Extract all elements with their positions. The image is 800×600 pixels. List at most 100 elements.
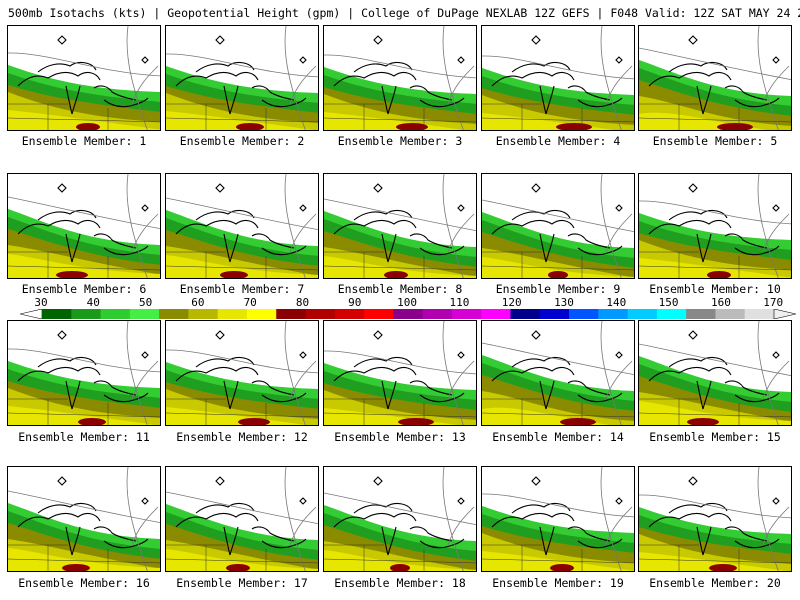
ensemble-panel-3 xyxy=(323,25,477,131)
colorbar xyxy=(20,309,796,319)
jet-max xyxy=(238,418,270,425)
map-panel-graphic xyxy=(639,467,791,571)
colorbar-tick-label: 130 xyxy=(554,296,574,309)
map-panel-graphic xyxy=(166,321,318,425)
colorbar-swatch xyxy=(305,309,336,319)
height-contours xyxy=(639,321,791,425)
ensemble-panel-caption: Ensemble Member: 15 xyxy=(649,430,781,444)
colorbar-tick-label: 160 xyxy=(710,296,731,309)
state-borders xyxy=(482,544,634,571)
colorbar-tick-label: 80 xyxy=(295,296,310,309)
map-panel-graphic xyxy=(324,26,476,130)
height-contours xyxy=(324,26,476,130)
map-panel-graphic xyxy=(639,26,791,130)
colorbar-swatch xyxy=(422,309,453,319)
map-panel-graphic xyxy=(324,467,476,571)
height-contours xyxy=(639,174,791,278)
colorbar-swatch xyxy=(188,309,219,319)
colorbar-swatch xyxy=(686,309,716,319)
map-panel-graphic xyxy=(482,26,634,130)
state-borders xyxy=(324,103,476,130)
state-borders xyxy=(324,398,476,425)
jet-max xyxy=(687,418,719,425)
map-panel-graphic xyxy=(8,467,160,571)
ensemble-panel-caption: Ensemble Member: 13 xyxy=(334,430,466,444)
height-contours xyxy=(8,321,160,425)
ensemble-panel-5 xyxy=(638,25,792,131)
ensemble-panel-caption: Ensemble Member: 18 xyxy=(334,576,466,590)
ensemble-panel-caption: Ensemble Member: 11 xyxy=(18,430,150,444)
colorbar-swatch xyxy=(42,309,72,319)
wind-band-70 xyxy=(639,401,791,425)
ensemble-panel-14 xyxy=(481,320,635,426)
wind-band-70 xyxy=(8,548,160,571)
coastlines xyxy=(333,183,465,263)
colorbar-swatch xyxy=(481,309,511,319)
ensemble-panel-20 xyxy=(638,466,792,572)
colorbar-swatch xyxy=(715,309,746,319)
height-contours xyxy=(324,321,476,425)
height-contours xyxy=(166,321,318,425)
coastlines xyxy=(491,330,623,410)
header-title: 500mb Isotachs (kts) | Geopotential Heig… xyxy=(8,6,800,20)
coastlines xyxy=(17,330,149,410)
map-panel-graphic xyxy=(482,321,634,425)
state-borders xyxy=(166,251,318,278)
jet-max xyxy=(707,271,731,278)
jet-max xyxy=(396,123,428,130)
jet-max xyxy=(560,418,596,425)
height-contours xyxy=(8,174,160,278)
colorbar-swatch xyxy=(100,309,131,319)
ensemble-panel-4 xyxy=(481,25,635,131)
height-contours xyxy=(8,26,160,130)
colorbar-swatch xyxy=(334,309,365,319)
ensemble-panel-caption: Ensemble Member: 5 xyxy=(652,134,778,148)
ensemble-panel-caption: Ensemble Member: 19 xyxy=(492,576,624,590)
colorbar-swatch xyxy=(364,309,394,319)
height-contours xyxy=(482,321,634,425)
colorbar-tick-label: 50 xyxy=(138,296,153,309)
height-contours xyxy=(639,26,791,130)
wind-band-70 xyxy=(482,257,634,278)
state-borders xyxy=(639,398,791,425)
ensemble-panel-12 xyxy=(165,320,319,426)
height-contours xyxy=(166,26,318,130)
wind-band-70 xyxy=(324,550,476,571)
wind-band-70 xyxy=(166,549,318,571)
state-borders xyxy=(482,398,634,425)
coastlines xyxy=(17,476,149,556)
map-panel-graphic xyxy=(166,467,318,571)
jet-max xyxy=(390,564,410,571)
jet-max xyxy=(236,123,264,130)
map-panel-graphic xyxy=(166,26,318,130)
colorbar-swatch xyxy=(71,309,101,319)
ensemble-panel-caption: Ensemble Member: 12 xyxy=(176,430,308,444)
jet-max xyxy=(78,418,106,425)
ensemble-panel-caption: Ensemble Member: 3 xyxy=(337,134,463,148)
wind-band-70 xyxy=(166,111,313,130)
colorbar-swatch xyxy=(159,309,189,319)
coastlines xyxy=(333,476,465,556)
colorbar-tick-label: 100 xyxy=(397,296,418,309)
map-panel-graphic xyxy=(639,321,791,425)
jet-max xyxy=(556,123,592,130)
ensemble-panel-8 xyxy=(323,173,477,279)
ensemble-panel-6 xyxy=(7,173,161,279)
map-panel-graphic xyxy=(8,321,160,425)
state-borders xyxy=(324,544,476,571)
map-panel-graphic xyxy=(482,467,634,571)
state-borders xyxy=(8,251,160,278)
height-contours xyxy=(166,174,318,278)
jet-max xyxy=(226,564,250,571)
ensemble-panel-15 xyxy=(638,320,792,426)
colorbar-swatch xyxy=(744,309,775,319)
colorbar-tick-label: 70 xyxy=(243,296,257,309)
state-borders xyxy=(639,251,791,278)
colorbar-swatch xyxy=(393,309,424,319)
state-borders xyxy=(8,544,160,571)
wind-band-70 xyxy=(8,406,155,425)
coastlines xyxy=(17,35,149,115)
height-contours xyxy=(166,467,318,571)
wind-band-70 xyxy=(324,112,464,130)
colorbar-tick-label: 40 xyxy=(86,296,100,309)
